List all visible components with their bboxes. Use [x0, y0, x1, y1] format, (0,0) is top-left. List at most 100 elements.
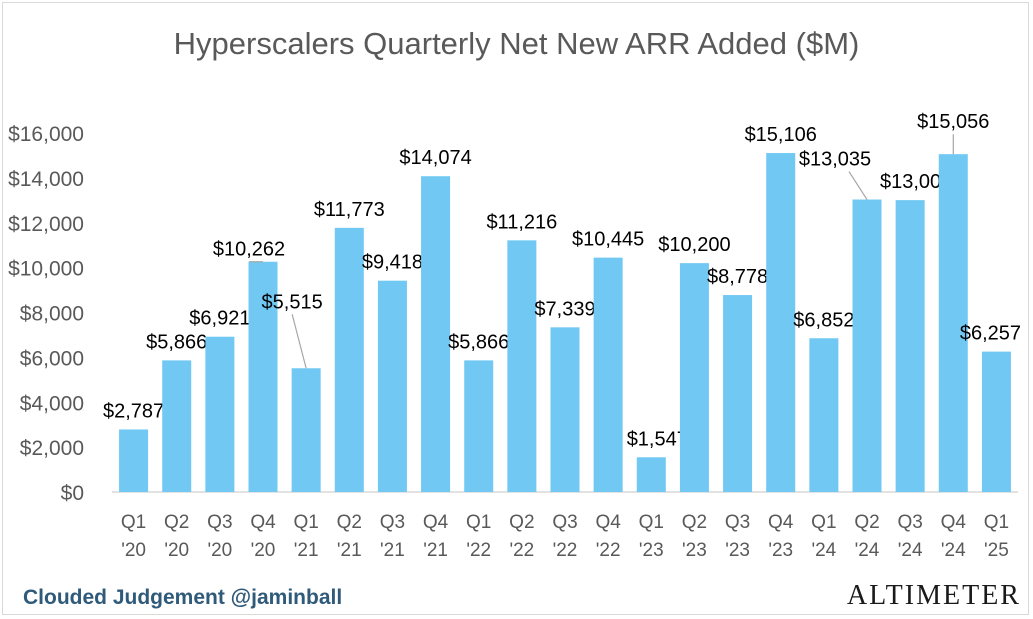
- x-tick-label-year: '20: [164, 540, 189, 561]
- x-tick-label-quarter: Q3: [552, 512, 577, 533]
- bar: [464, 360, 494, 492]
- y-tick-label: $2,000: [20, 437, 84, 460]
- bar: [852, 199, 882, 492]
- data-label: $5,866: [448, 331, 509, 353]
- altimeter-logo: ALTIMETER: [846, 580, 1021, 611]
- data-label: $2,787: [103, 400, 164, 422]
- bar: [377, 280, 407, 492]
- label-leader-line: [848, 171, 868, 200]
- x-tick-label-quarter: Q4: [595, 512, 621, 533]
- data-label: $13,008: [880, 171, 952, 193]
- data-label: $5,866: [146, 331, 207, 353]
- data-label: $1,547: [627, 428, 688, 450]
- data-label: $11,216: [486, 211, 557, 233]
- y-tick-label: $10,000: [8, 258, 84, 281]
- data-label: $6,257: [960, 323, 1021, 345]
- x-tick-label-quarter: Q2: [854, 512, 879, 533]
- bar: [679, 263, 709, 492]
- bar: [981, 351, 1011, 492]
- x-tick-label-year: '23: [639, 540, 664, 561]
- x-tick-label-year: '22: [466, 540, 491, 561]
- bar: [550, 327, 580, 492]
- x-tick-label-year: '23: [682, 540, 707, 561]
- x-tick-label-year: '23: [725, 540, 750, 561]
- x-tick-label-year: '24: [941, 540, 966, 561]
- data-label: $15,106: [745, 124, 817, 146]
- x-tick-label-quarter: Q1: [984, 512, 1009, 533]
- x-tick-label-year: '21: [423, 540, 448, 561]
- data-label: $8,778: [707, 266, 768, 288]
- bar: [723, 295, 753, 492]
- x-tick-label-quarter: Q3: [725, 512, 750, 533]
- bar: [507, 240, 537, 492]
- bar: [938, 154, 968, 492]
- x-tick-label-quarter: Q4: [941, 512, 967, 533]
- data-label: $5,515: [262, 291, 323, 313]
- y-tick-label: $4,000: [20, 392, 84, 415]
- label-leader-line: [291, 314, 307, 369]
- data-label: $10,200: [658, 234, 730, 256]
- x-tick-label-year: '22: [553, 540, 578, 561]
- data-label: $15,056: [917, 111, 989, 133]
- x-tick-label-quarter: Q4: [250, 512, 276, 533]
- data-label: $9,418: [362, 252, 423, 274]
- y-tick-label: $6,000: [20, 347, 84, 370]
- x-tick-label-year: '21: [337, 540, 362, 561]
- x-tick-label-year: '24: [898, 540, 923, 561]
- x-tick-label-year: '20: [251, 540, 276, 561]
- data-label: $14,074: [399, 147, 471, 169]
- x-tick-label-year: '22: [509, 540, 534, 561]
- x-tick-label-quarter: Q2: [509, 512, 534, 533]
- x-tick-label-quarter: Q2: [164, 512, 189, 533]
- x-tick-label-quarter: Q2: [337, 512, 362, 533]
- x-tick-label-quarter: Q1: [293, 512, 318, 533]
- bar: [766, 153, 796, 492]
- x-tick-label-year: '24: [855, 540, 880, 561]
- y-tick-label: $16,000: [8, 123, 84, 146]
- bar: [334, 227, 364, 492]
- bar: [248, 261, 278, 492]
- x-tick-label-quarter: Q1: [639, 512, 664, 533]
- footer-credit: Clouded Judgement @jaminball: [23, 586, 343, 609]
- x-tick-label-year: '20: [121, 540, 146, 561]
- bar: [895, 200, 925, 492]
- x-tick-label-quarter: Q4: [423, 512, 449, 533]
- x-tick-label-quarter: Q1: [811, 512, 836, 533]
- bar: [205, 336, 235, 492]
- x-tick-label-year: '21: [380, 540, 405, 561]
- x-tick-label-quarter: Q3: [380, 512, 405, 533]
- x-tick-label-year: '24: [811, 540, 836, 561]
- bar: [593, 257, 623, 492]
- data-label: $7,339: [534, 298, 595, 320]
- data-label: $11,773: [314, 199, 385, 221]
- bar: [809, 338, 839, 492]
- x-tick-label-quarter: Q2: [682, 512, 707, 533]
- bar: [162, 360, 192, 492]
- x-tick-label-quarter: Q1: [466, 512, 491, 533]
- y-tick-label: $8,000: [20, 303, 84, 326]
- x-tick-label-year: '22: [596, 540, 621, 561]
- y-tick-label: $0: [61, 482, 84, 505]
- x-tick-label-year: '25: [984, 540, 1009, 561]
- x-tick-label-quarter: Q3: [897, 512, 922, 533]
- data-label: $10,262: [213, 239, 285, 261]
- data-label: $13,035: [799, 149, 871, 171]
- chart-title: Hyperscalers Quarterly Net New ARR Added…: [173, 26, 860, 61]
- x-tick-label-year: '23: [768, 540, 793, 561]
- bar: [119, 429, 149, 492]
- x-tick-label-quarter: Q4: [768, 512, 794, 533]
- data-label: $6,921: [189, 308, 250, 330]
- x-tick-label-quarter: Q3: [207, 512, 232, 533]
- bar: [291, 368, 321, 492]
- x-tick-label-year: '21: [294, 540, 319, 561]
- data-label: $6,852: [793, 309, 854, 331]
- x-tick-label-quarter: Q1: [121, 512, 146, 533]
- y-tick-label: $14,000: [8, 168, 84, 191]
- x-tick-label-year: '20: [207, 540, 232, 561]
- bar: [421, 176, 451, 492]
- bar: [636, 457, 666, 492]
- data-label: $10,445: [572, 229, 644, 251]
- y-tick-label: $12,000: [8, 213, 84, 236]
